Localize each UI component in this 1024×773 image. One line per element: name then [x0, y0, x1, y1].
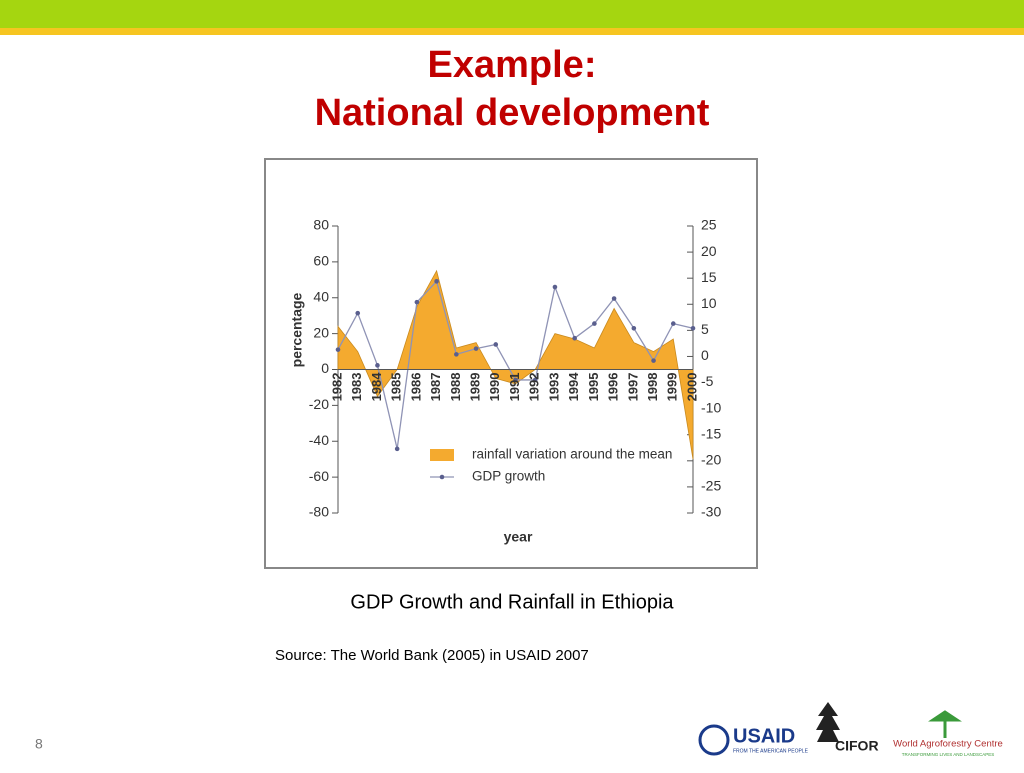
x-tick-label: 1999	[665, 373, 680, 402]
y2-tick-label: -25	[701, 478, 721, 494]
y2-tick-label: -30	[701, 504, 721, 520]
gdp-point	[493, 342, 499, 347]
y2-tick-label: -20	[701, 452, 721, 468]
legend-dot	[439, 474, 445, 480]
y2-tick-label: 5	[701, 321, 709, 337]
title: Example:	[428, 44, 597, 86]
rainfall-area	[337, 269, 694, 460]
x-tick-label: 1992	[527, 373, 542, 402]
x-tick-label: 1988	[448, 373, 463, 402]
title: National development	[315, 92, 710, 134]
usaid-tagline: FROM THE AMERICAN PEOPLE	[733, 748, 809, 754]
gdp-point	[414, 299, 420, 305]
y-tick-label: 60	[313, 253, 329, 269]
y2-tick-label: 20	[701, 243, 717, 259]
x-tick-label: 1998	[645, 373, 660, 402]
y2-tick-label: -15	[701, 425, 721, 441]
x-tick-label: 1994	[566, 372, 581, 402]
gdp-point	[394, 446, 400, 452]
y2-tick-label: -5	[701, 373, 714, 389]
x-tick-label: 1987	[428, 373, 443, 402]
x-tick-label: 1995	[586, 373, 601, 402]
y-tick-label: -20	[309, 396, 329, 412]
icraf-tagline: TRANSFORMING LIVES AND LANDSCAPES	[902, 752, 995, 757]
plot: -80 -60 -40 -20 0 20 40 60 80 -30 -25 -20 -15 -10 -5 0 5…	[309, 217, 722, 520]
y-tick-label: -40	[309, 432, 329, 448]
x-tick-label: 1997	[625, 373, 640, 402]
x-tick-label: 1986	[408, 373, 423, 402]
icraf-logo: World Agroforestry Centre	[893, 739, 1003, 750]
gdp-point	[335, 347, 341, 352]
gdp-point	[631, 325, 637, 331]
x-tick-label: 1984	[369, 372, 384, 402]
caption: GDP Growth and Rainfall in Ethiopia	[350, 591, 674, 613]
x-tick-label: 1982	[329, 373, 344, 402]
legend-label: rainfall variation around the mean	[472, 447, 672, 462]
x-tick-label: 1993	[546, 373, 561, 402]
y-tick-label: 20	[313, 324, 329, 340]
y-axis-label: percentage	[289, 292, 305, 367]
top-band	[0, 0, 1024, 28]
gdp-point	[592, 321, 597, 326]
x-tick-label: 1985	[389, 373, 404, 402]
legend-label: GDP growth	[472, 469, 545, 484]
legend-swatch	[430, 449, 454, 461]
y2-tick-label: -10	[701, 399, 721, 415]
gdp-point	[611, 296, 617, 301]
x-axis-label: year	[504, 529, 533, 545]
gdp-point	[572, 335, 577, 341]
y2-tick-label: 10	[701, 295, 717, 311]
icraf-tree	[928, 710, 962, 738]
y-tick-label: 0	[321, 360, 329, 376]
gdp-point	[651, 358, 656, 363]
gdp-point	[690, 325, 696, 331]
gdp-point	[670, 321, 676, 326]
cifor-logo: CIFOR	[835, 738, 879, 754]
source: Source: The World Bank (2005) in USAID 2…	[275, 647, 589, 664]
top-stripe	[0, 28, 1024, 35]
gdp-point	[375, 363, 380, 368]
gdp-point	[552, 284, 558, 290]
x-tick-label: 1989	[467, 373, 482, 402]
y-tick-label: -60	[309, 468, 329, 484]
y2-tick-label: 0	[701, 347, 709, 363]
y2-tick-label: 15	[701, 269, 717, 285]
y2-tick-label: 25	[701, 217, 717, 233]
y-tick-label: 40	[313, 288, 329, 304]
x-tick-label: 2000	[684, 373, 699, 402]
x-tick-label: 1990	[487, 373, 502, 402]
x-tick-label: 1991	[507, 373, 522, 402]
usaid-seal	[698, 724, 730, 756]
gdp-point	[454, 352, 459, 357]
gdp-point	[355, 310, 361, 316]
y-tick-label: -80	[309, 504, 329, 520]
y-tick-label: 80	[313, 217, 329, 233]
gdp-point	[532, 377, 538, 383]
gdp-point	[434, 279, 439, 284]
gdp-point	[513, 377, 518, 383]
gdp-point	[473, 346, 479, 351]
x-tick-label: 1983	[349, 373, 364, 402]
cifor-tree	[816, 702, 840, 742]
x-tick-label: 1996	[606, 373, 621, 402]
page-number: 8	[35, 736, 43, 752]
usaid-logo: USAID	[733, 725, 795, 747]
